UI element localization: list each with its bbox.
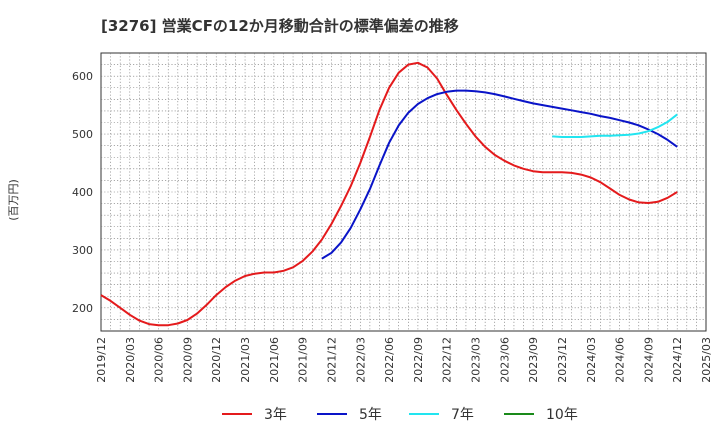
legend: 3年 5年 7年 10年 <box>222 407 578 423</box>
series-line <box>100 61 678 327</box>
x-tick-label: 2021/12 <box>325 337 338 383</box>
x-tick-label: 2021/06 <box>268 337 281 383</box>
x-tick-label: 2020/09 <box>181 337 194 383</box>
y-tick-label: 500 <box>72 128 93 141</box>
plot-area <box>100 52 707 332</box>
x-tick-label: 2025/03 <box>700 337 713 383</box>
x-tick-label: 2020/12 <box>210 337 223 383</box>
x-tick-label: 2021/03 <box>239 337 252 383</box>
x-tick-label: 2023/09 <box>527 337 540 383</box>
legend-label: 3年 <box>264 407 287 423</box>
y-tick-label: 200 <box>72 302 93 315</box>
legend-label: 7年 <box>451 407 474 423</box>
plot-frame <box>100 52 707 332</box>
y-tick-label: 300 <box>72 244 93 257</box>
x-axis-ticks: 2019/12 2020/03 2020/06 2020/09 2020/12 2021/… <box>95 337 713 383</box>
x-tick-label: 2020/03 <box>124 337 137 383</box>
x-tick-label: 2024/12 <box>671 337 684 383</box>
y-axis-label: (百万円) <box>7 179 20 221</box>
x-tick-label: 2024/03 <box>585 337 598 383</box>
series-line <box>552 113 678 138</box>
x-tick-label: 2022/09 <box>412 337 425 383</box>
x-tick-label: 2019/12 <box>95 337 108 383</box>
x-tick-label: 2022/12 <box>441 337 454 383</box>
x-tick-label: 2022/06 <box>383 337 396 383</box>
legend-label: 5年 <box>359 407 382 423</box>
x-tick-label: 2021/09 <box>297 337 310 383</box>
y-axis-ticks: 200 300 400 500 600 <box>72 70 93 315</box>
x-tick-label: 2023/03 <box>470 337 483 383</box>
x-tick-label: 2023/06 <box>498 337 511 383</box>
x-tick-label: 2020/06 <box>153 337 166 383</box>
chart-title: [3276] 営業CFの12か月移動合計の標準偏差の推移 <box>101 17 459 35</box>
series-line <box>321 89 678 260</box>
y-tick-label: 400 <box>72 186 93 199</box>
x-tick-label: 2024/06 <box>614 337 627 383</box>
x-tick-label: 2022/03 <box>354 337 367 383</box>
legend-label: 10年 <box>546 407 578 423</box>
x-tick-label: 2023/12 <box>556 337 569 383</box>
y-tick-label: 600 <box>72 70 93 83</box>
x-tick-label: 2024/09 <box>642 337 655 383</box>
